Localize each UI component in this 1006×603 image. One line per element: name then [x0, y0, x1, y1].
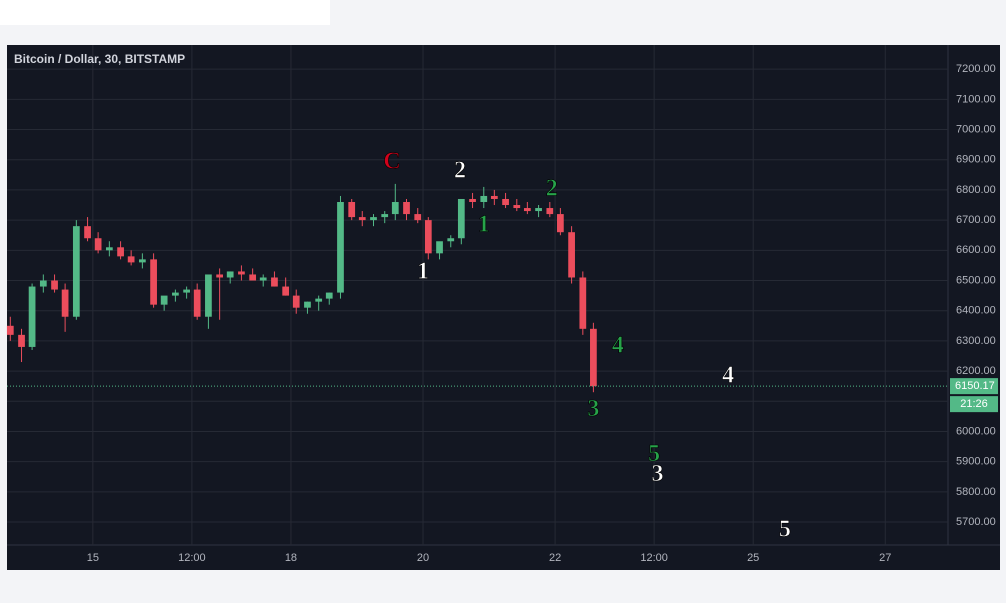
candle-body — [249, 274, 257, 281]
last-price-label: 6150.17 — [955, 380, 995, 392]
x-tick-label: 12:00 — [178, 552, 206, 564]
candle-body — [447, 238, 455, 242]
candle-body — [94, 238, 102, 251]
wave-label: 3 — [587, 396, 599, 422]
candle-body — [193, 289, 201, 317]
candle-body — [403, 202, 410, 215]
candle-body — [568, 232, 575, 278]
candle-body — [523, 208, 531, 212]
candle-body — [216, 274, 224, 278]
candle-body — [535, 208, 542, 212]
wave-label: 4 — [722, 363, 734, 389]
candle-body — [325, 292, 333, 299]
candle-body — [72, 226, 80, 317]
x-tick-label: 22 — [549, 552, 561, 564]
y-tick-label: 6300.00 — [956, 335, 996, 347]
chart-panel — [7, 45, 1000, 570]
countdown-label: 21:26 — [960, 398, 988, 410]
candle-body — [304, 301, 311, 308]
candle-body — [28, 286, 36, 347]
candle-body — [139, 259, 146, 263]
candle-body — [337, 202, 344, 293]
candle-body — [546, 208, 554, 215]
x-tick-label: 27 — [879, 552, 891, 564]
candle-body — [39, 280, 47, 287]
candle-body — [18, 334, 25, 347]
candle-body — [490, 195, 498, 199]
candle-body — [391, 202, 399, 215]
candle-body — [127, 256, 135, 263]
wave-label: C — [383, 148, 400, 174]
y-tick-label: 7200.00 — [956, 63, 996, 75]
x-tick-label: 25 — [747, 552, 759, 564]
y-tick-label: 5900.00 — [956, 456, 996, 468]
wave-label: 1 — [417, 258, 429, 284]
candle-body — [557, 214, 564, 233]
candle-body — [226, 271, 234, 278]
candle-body — [469, 198, 476, 203]
candle-body — [424, 220, 432, 254]
candle-body — [6, 325, 14, 335]
candle-body — [259, 277, 267, 281]
x-tick-label: 15 — [87, 552, 99, 564]
candle-body — [51, 280, 58, 290]
x-tick-label: 18 — [285, 552, 297, 564]
y-tick-label: 6200.00 — [956, 365, 996, 377]
x-tick-label: 20 — [417, 552, 429, 564]
grid: 5700.005800.005900.006000.006100.006200.… — [7, 45, 996, 564]
backdrop — [0, 0, 330, 25]
candle-body — [358, 217, 366, 221]
wave-label: 4 — [612, 332, 624, 358]
candle-body — [150, 259, 157, 305]
candle-body — [205, 274, 212, 317]
candle-body — [105, 247, 113, 251]
candle-body — [61, 289, 69, 317]
candle-body — [381, 214, 389, 218]
wave-label: 3 — [651, 461, 663, 487]
candle-body — [292, 295, 300, 308]
candles — [6, 183, 597, 393]
wave-label: 5 — [779, 517, 791, 543]
candle-body — [84, 226, 91, 239]
x-tick-label: 12:00 — [640, 552, 668, 564]
y-tick-label: 7000.00 — [956, 123, 996, 135]
candle-body — [502, 198, 509, 206]
chart-title: Bitcoin / Dollar, 30, BITSTAMP — [14, 52, 185, 66]
wave-label: 2 — [454, 157, 466, 183]
y-tick-label: 5800.00 — [956, 486, 996, 498]
wave-label: 2 — [546, 175, 558, 201]
y-tick-label: 6700.00 — [956, 214, 996, 226]
candle-body — [480, 195, 488, 203]
candle-body — [370, 217, 377, 221]
y-tick-label: 6900.00 — [956, 154, 996, 166]
candle-body — [282, 286, 290, 296]
last-price-box — [950, 378, 998, 395]
candle-body — [513, 205, 521, 209]
candle-body — [457, 198, 465, 239]
candle-body — [414, 214, 422, 221]
y-tick-label: 6500.00 — [956, 274, 996, 286]
candle-body — [271, 277, 278, 287]
candle-body — [348, 202, 356, 218]
candle-body — [579, 277, 587, 329]
candle-body — [117, 247, 124, 257]
candle-body — [436, 241, 443, 254]
candle-body — [315, 298, 323, 302]
candle-body — [183, 289, 190, 293]
y-tick-label: 6800.00 — [956, 184, 996, 196]
candle-body — [590, 328, 597, 387]
wave-label: 5 — [648, 441, 660, 467]
y-tick-label: 5700.00 — [956, 516, 996, 528]
countdown-box — [950, 396, 998, 413]
wave-label: 1 — [478, 212, 490, 238]
candle-body — [172, 292, 179, 296]
y-tick-label: 6600.00 — [956, 244, 996, 256]
y-tick-label: 7100.00 — [956, 93, 996, 105]
candle-body — [238, 271, 245, 275]
y-tick-label: 6400.00 — [956, 305, 996, 317]
y-tick-label: 6000.00 — [956, 425, 996, 437]
candle-body — [160, 295, 168, 305]
